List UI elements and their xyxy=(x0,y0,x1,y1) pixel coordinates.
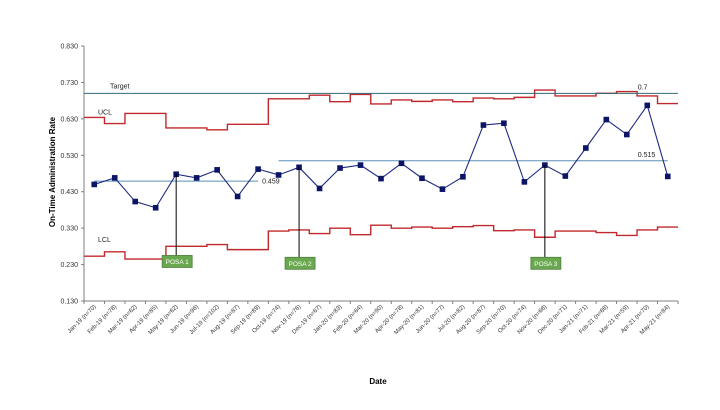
data-point xyxy=(378,175,384,182)
data-point xyxy=(644,102,651,109)
y-axis-title: On-Time Administration Rate xyxy=(48,116,57,227)
data-point xyxy=(193,175,200,181)
data-point xyxy=(603,116,610,123)
data-point xyxy=(132,198,139,205)
data-point xyxy=(521,179,528,185)
data-point xyxy=(255,166,261,172)
y-tick-label: 0.330 xyxy=(60,226,78,233)
y-tick-label: 0.830 xyxy=(60,44,78,51)
data-point xyxy=(439,186,446,192)
y-tick-label: 0.530 xyxy=(60,153,78,160)
data-point xyxy=(91,181,98,188)
ucl-line xyxy=(84,89,678,131)
data-point xyxy=(623,131,630,138)
posa-label: POSA 1 xyxy=(166,259,190,266)
data-point xyxy=(583,145,589,151)
target-label: Target xyxy=(110,83,130,90)
rate-line xyxy=(94,104,669,209)
data-point xyxy=(337,165,343,171)
data-point xyxy=(214,167,220,173)
y-tick-label: 0.730 xyxy=(60,80,78,87)
y-tick-label: 0.230 xyxy=(60,262,78,269)
y-tick-label: 0.430 xyxy=(60,189,78,196)
data-point xyxy=(460,173,466,180)
lcl-line xyxy=(84,224,678,260)
lcl-label: LCL xyxy=(98,237,111,244)
posa-box xyxy=(284,256,316,270)
data-point xyxy=(501,120,507,127)
data-point xyxy=(234,193,241,200)
axes-group: 0.830 0.730 0.630 0.530 0.430 0.330 0.230 0.130… xyxy=(60,44,679,336)
data-point xyxy=(275,172,282,178)
posa-label: POSA 3 xyxy=(534,261,558,268)
ucl-label: UCL xyxy=(98,109,112,116)
x-axis-title: Date xyxy=(369,377,387,386)
y-tick-label: 0.630 xyxy=(60,116,78,123)
value-annotation: 0.7 xyxy=(638,84,648,91)
control-lines-group xyxy=(84,89,678,260)
data-point xyxy=(111,175,118,181)
data-point xyxy=(357,162,364,168)
data-point xyxy=(419,175,425,182)
data-point xyxy=(152,204,159,211)
data-point xyxy=(398,160,405,167)
posa-box xyxy=(530,256,562,270)
posa-label: POSA 2 xyxy=(289,261,313,268)
data-point xyxy=(562,173,569,179)
value-annotation: 0.459 xyxy=(262,179,280,186)
data-point xyxy=(480,122,487,128)
data-point xyxy=(316,185,323,192)
value-annotation: 0.515 xyxy=(638,152,656,159)
y-tick-label: 0.130 xyxy=(60,299,78,306)
rate-series-group xyxy=(91,102,671,211)
annotations-group: Target UCL LCL 0.459 0.515 0.7 POSA 1 POSA 2 POS… xyxy=(98,83,656,270)
posa-box xyxy=(161,255,193,268)
data-point xyxy=(664,173,671,180)
